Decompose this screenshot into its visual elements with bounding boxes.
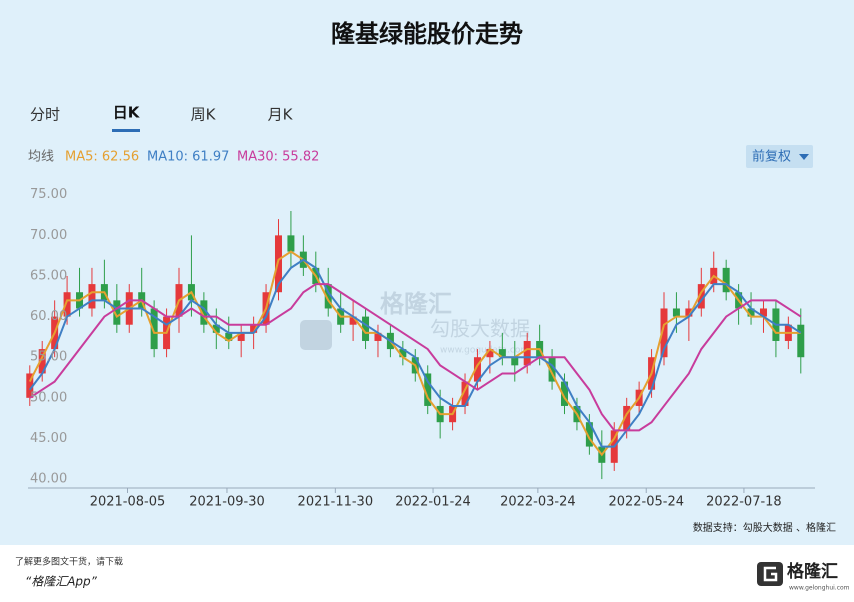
logo-mark — [757, 562, 783, 586]
x-tick-label: 2022-07-18 — [706, 495, 782, 510]
candle-body — [747, 308, 755, 317]
legend-entry: MA5: 62.56 — [65, 150, 139, 165]
candle-body — [200, 300, 208, 325]
y-tick-label: 55.00 — [30, 350, 67, 365]
promo: 了解更多图文干货，请下载 — [15, 556, 123, 568]
promo-app: “格隆汇App” — [25, 575, 98, 589]
candle-body — [672, 308, 680, 317]
x-tick-label: 2022-01-24 — [395, 495, 471, 510]
legend-entry: MA30: 55.82 — [237, 150, 319, 165]
candle-body — [212, 324, 220, 333]
candle-body — [511, 357, 519, 366]
x-tick-label: 2021-11-30 — [298, 495, 374, 510]
candle-body — [486, 349, 494, 358]
candle-body — [349, 316, 357, 325]
adjust-button[interactable] — [746, 145, 813, 168]
y-tick-label: 70.00 — [30, 228, 67, 243]
candle-body — [561, 381, 569, 406]
candle-body — [362, 316, 370, 341]
watermark: 格隆汇 勾股大数据 www.gogudata.com — [300, 290, 530, 356]
candle-body — [585, 422, 593, 447]
y-tick-label: 75.00 — [30, 187, 67, 202]
candle-body — [250, 324, 258, 333]
candle-body — [38, 349, 46, 374]
candle-body — [759, 308, 767, 317]
x-tick-label: 2022-05-24 — [608, 495, 684, 510]
y-tick-label: 65.00 — [30, 268, 67, 283]
tab-active[interactable]: 日K — [113, 104, 141, 122]
candle-body — [523, 340, 531, 366]
tab-underline — [112, 129, 140, 132]
candle-body — [548, 357, 556, 382]
tab[interactable]: 分时 — [30, 106, 60, 124]
y-tick-label: 45.00 — [30, 431, 67, 446]
credit: 数据支持：勾股大数据 、格隆汇 — [693, 521, 836, 534]
candle-body — [797, 324, 805, 358]
candle-body — [623, 405, 631, 431]
watermark-text: 勾股大数据 — [430, 317, 530, 341]
x-tick-label: 2021-08-05 — [90, 495, 166, 510]
candle-body — [424, 373, 432, 406]
candle-body — [88, 284, 96, 309]
candle-body — [150, 308, 158, 350]
y-tick-label: 60.00 — [30, 309, 67, 324]
ma-line — [28, 250, 801, 457]
candle-body — [498, 349, 506, 358]
candle-body — [685, 308, 693, 317]
chart-title: 隆基绿能股价走势 — [331, 20, 523, 48]
y-tick-label: 50.00 — [30, 390, 67, 405]
watermark-text: 格隆汇 — [380, 290, 452, 318]
tab[interactable]: 月K — [268, 106, 294, 124]
candle-body — [324, 284, 332, 309]
x-tick-label: 2022-03-24 — [500, 495, 576, 510]
ma-line — [28, 258, 802, 448]
plot: 2021-08-05 2021-09-30 2021-11-30 2022-01-24… — [26, 187, 815, 510]
ma-line — [29, 283, 802, 432]
candle-body — [287, 235, 295, 252]
candle-body — [697, 284, 705, 309]
candle-body — [237, 332, 245, 341]
dropdown-arrow — [799, 154, 809, 160]
tab[interactable]: 周K — [191, 106, 217, 124]
logo-g — [763, 566, 778, 582]
x-tick-label: 2021-09-30 — [189, 495, 265, 510]
candle-body — [399, 349, 407, 358]
candle-body — [374, 332, 382, 341]
candle-body — [473, 357, 481, 382]
candle-body — [274, 235, 282, 293]
candle-body — [26, 373, 34, 398]
candle-body — [225, 332, 233, 341]
watermark-site: www.gogudata.com — [440, 346, 529, 356]
candle-body — [63, 292, 71, 317]
ma-label: 均线 — [28, 150, 54, 165]
legend-entry: MA10: 61.97 — [147, 150, 229, 165]
watermark-logo — [300, 320, 332, 350]
adjust-button-label[interactable]: 前复权 — [752, 149, 791, 165]
logo-site: www.gelonghui.com — [789, 585, 850, 592]
candle-body — [461, 381, 469, 406]
candle-body — [722, 267, 730, 293]
logo-text: 格隆汇 — [787, 561, 838, 582]
y-tick-label: 40.00 — [30, 472, 67, 487]
candle-body — [113, 300, 121, 325]
footer-band — [0, 545, 854, 602]
candle-body — [660, 308, 668, 358]
